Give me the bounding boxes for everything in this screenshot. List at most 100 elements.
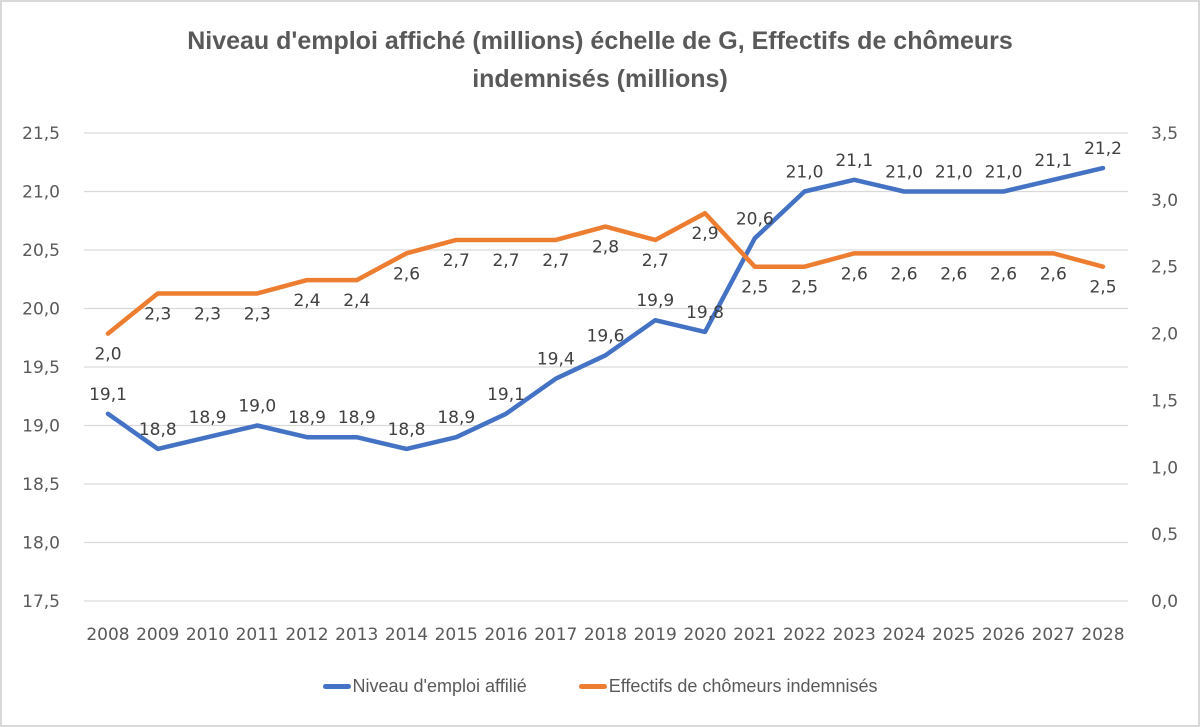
data-label: 21,2 — [1084, 139, 1122, 159]
y-left-tick-label: 17,5 — [22, 592, 60, 612]
data-label: 18,8 — [388, 420, 426, 440]
legend-label-chomeurs: Effectifs de chômeurs indemnisés — [608, 676, 878, 696]
y-right-tick-label: 2,0 — [1151, 325, 1178, 345]
data-label: 18,9 — [288, 408, 326, 428]
chart-title-line-2: indemnisés (millions) — [472, 65, 728, 93]
data-label: 19,8 — [686, 303, 724, 323]
y-axis-left: 17,5 18,0 18,5 19,0 19,5 20,0 20,5 21,0 21,5 — [22, 124, 60, 612]
y-right-tick-label: 3,5 — [1151, 124, 1178, 144]
y-left-tick-label: 21,0 — [22, 183, 60, 203]
data-label: 2,4 — [293, 291, 320, 311]
data-label: 18,9 — [437, 408, 475, 428]
data-label: 19,4 — [537, 350, 575, 370]
data-label: 19,1 — [89, 385, 127, 405]
data-label: 2,6 — [940, 264, 967, 284]
data-label: 2,6 — [890, 264, 917, 284]
y-right-tick-label: 1,0 — [1151, 458, 1178, 478]
y-right-tick-label: 1,5 — [1151, 391, 1178, 411]
x-tick-label: 2009 — [136, 625, 179, 645]
data-label: 21,1 — [1034, 151, 1072, 171]
legend-swatch-emploi — [322, 684, 351, 689]
chart-title: Niveau d'emploi affiché (millions) échel… — [0, 22, 1200, 98]
data-label: 21,1 — [835, 151, 873, 171]
data-label: 19,6 — [587, 326, 625, 346]
y-left-tick-label: 18,5 — [22, 475, 60, 495]
data-label: 19,1 — [487, 385, 525, 405]
x-axis: 2008 2009 2010 2011 2012 2013 2014 2015 2016 2017… — [86, 625, 1124, 645]
legend-label-emploi: Niveau d'emploi affilié — [352, 676, 527, 696]
y-right-tick-label: 3,0 — [1151, 191, 1178, 211]
data-label: 2,5 — [791, 278, 818, 298]
data-label: 18,9 — [189, 408, 227, 428]
data-label: 2,0 — [94, 345, 121, 365]
x-tick-label: 2020 — [683, 625, 726, 645]
data-label: 18,9 — [338, 408, 376, 428]
x-tick-label: 2026 — [982, 625, 1025, 645]
y-left-tick-label: 18,0 — [22, 534, 60, 554]
x-tick-label: 2013 — [335, 625, 378, 645]
data-label: 19,9 — [636, 291, 674, 311]
data-label: 2,3 — [244, 304, 271, 324]
data-label: 2,5 — [741, 278, 768, 298]
series-line-1 — [105, 210, 1106, 336]
data-label: 2,7 — [542, 251, 569, 271]
x-tick-label: 2010 — [186, 625, 229, 645]
data-label: 2,7 — [443, 251, 470, 271]
x-tick-label: 2017 — [534, 625, 577, 645]
legend-item-emploi[interactable]: Niveau d'emploi affilié — [322, 676, 527, 697]
x-tick-label: 2024 — [882, 625, 925, 645]
legend-swatch-chomeurs — [578, 684, 607, 689]
data-label: 20,6 — [736, 209, 774, 229]
y-left-tick-label: 21,5 — [22, 124, 60, 144]
x-tick-label: 2018 — [584, 625, 627, 645]
legend-item-chomeurs[interactable]: Effectifs de chômeurs indemnisés — [578, 676, 878, 697]
data-label: 2,9 — [691, 224, 718, 244]
data-label: 2,6 — [393, 264, 420, 284]
x-tick-label: 2011 — [236, 625, 279, 645]
data-label: 21,0 — [885, 163, 923, 183]
x-tick-label: 2014 — [385, 625, 428, 645]
data-label: 2,3 — [144, 304, 171, 324]
y-axis-right: 0,0 0,5 1,0 1,5 2,0 2,5 3,0 3,5 — [1151, 124, 1178, 612]
data-labels: 19,1 18,8 18,9 19,0 18,9 18,9 18,8 18,9 19,1 19,4… — [89, 139, 1122, 440]
x-tick-label: 2021 — [733, 625, 776, 645]
data-label: 19,0 — [238, 397, 276, 417]
y-right-tick-label: 0,5 — [1151, 525, 1178, 545]
data-label: 2,7 — [492, 251, 519, 271]
x-tick-label: 2028 — [1081, 625, 1124, 645]
y-right-tick-label: 2,5 — [1151, 258, 1178, 278]
x-tick-label: 2019 — [634, 625, 677, 645]
chart-title-line-1: Niveau d'emploi affiché (millions) échel… — [187, 27, 1013, 55]
data-label: 2,4 — [343, 291, 370, 311]
data-label: 21,0 — [786, 163, 824, 183]
x-tick-label: 2022 — [783, 625, 826, 645]
x-tick-label: 2027 — [1032, 625, 1075, 645]
x-tick-label: 2023 — [833, 625, 876, 645]
data-label: 21,0 — [985, 163, 1023, 183]
x-tick-label: 2008 — [86, 625, 129, 645]
gridlines — [84, 132, 1128, 602]
y-left-tick-label: 20,5 — [22, 241, 60, 261]
data-label: 2,6 — [1040, 264, 1067, 284]
data-label: 2,8 — [592, 238, 619, 258]
data-label: 2,3 — [194, 304, 221, 324]
x-tick-label: 2025 — [932, 625, 975, 645]
data-label: 2,6 — [990, 264, 1017, 284]
y-left-tick-label: 20,0 — [22, 300, 60, 320]
x-tick-label: 2016 — [484, 625, 527, 645]
x-tick-label: 2015 — [435, 625, 478, 645]
x-tick-label: 2012 — [285, 625, 328, 645]
data-label: 2,5 — [1089, 278, 1116, 298]
series-line-0 — [105, 165, 1106, 452]
data-label: 18,8 — [139, 420, 177, 440]
y-right-tick-label: 0,0 — [1151, 592, 1178, 612]
y-left-tick-label: 19,0 — [22, 417, 60, 437]
y-left-tick-label: 19,5 — [22, 358, 60, 378]
series-lines — [105, 165, 1106, 452]
data-label: 2,7 — [642, 251, 669, 271]
data-label: 21,0 — [935, 163, 973, 183]
data-label: 2,6 — [841, 264, 868, 284]
legend: Niveau d'emploi affilié Effectifs de chô… — [0, 676, 1200, 697]
